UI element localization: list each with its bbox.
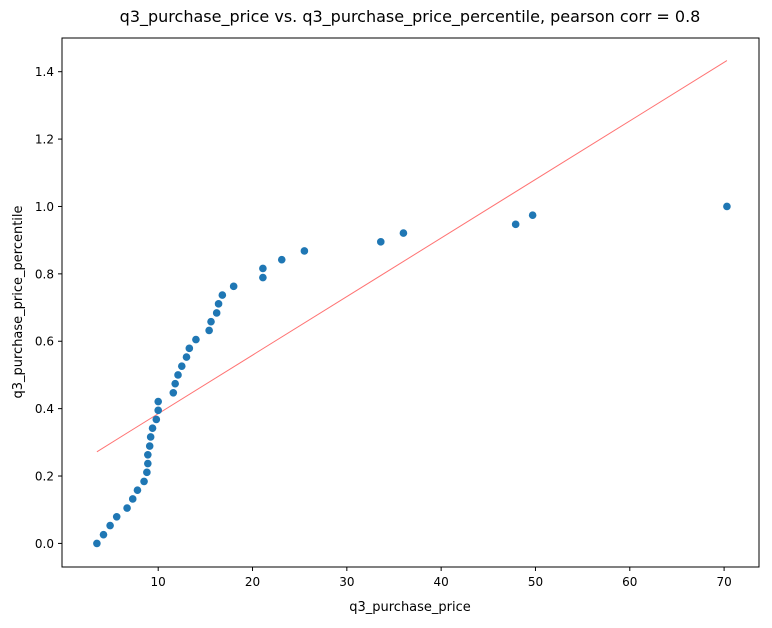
- data-point: [154, 406, 163, 415]
- data-point: [152, 415, 161, 424]
- x-tick-label: 30: [339, 575, 354, 589]
- data-point: [112, 512, 121, 521]
- data-point: [723, 202, 731, 211]
- data-point: [169, 389, 178, 397]
- y-tick-label: 0.4: [35, 402, 54, 416]
- data-point: [174, 371, 182, 379]
- data-point: [277, 255, 286, 264]
- data-point: [177, 362, 186, 370]
- y-axis-label: q3_purchase_price_percentile: [11, 205, 26, 398]
- data-point: [207, 317, 215, 326]
- x-axis: 10 20 30 40 50 60 70: [151, 567, 732, 589]
- plot-content: [93, 60, 731, 548]
- data-point: [511, 220, 520, 229]
- plot-area-frame: [61, 37, 760, 568]
- x-axis-label: q3_purchase_price: [349, 600, 471, 615]
- y-tick-label: 0.6: [35, 335, 54, 349]
- y-tick-label: 0.2: [35, 470, 54, 484]
- x-tick-label: 20: [245, 575, 260, 589]
- data-point: [205, 326, 213, 335]
- data-point: [145, 442, 154, 450]
- data-point: [148, 424, 157, 432]
- data-point: [259, 264, 267, 273]
- data-point: [171, 379, 179, 388]
- data-point: [300, 247, 309, 255]
- data-point: [146, 433, 155, 441]
- data-point: [376, 238, 385, 246]
- data-point: [123, 504, 131, 512]
- x-tick-label: 10: [151, 575, 166, 589]
- data-point: [214, 300, 223, 308]
- data-point: [144, 459, 152, 468]
- data-point: [192, 335, 200, 344]
- y-tick-label: 1.4: [35, 65, 54, 79]
- y-tick-label: 0.8: [35, 267, 54, 281]
- data-point: [182, 353, 191, 361]
- x-tick-label: 50: [528, 575, 543, 589]
- data-point: [528, 211, 537, 220]
- data-point: [154, 397, 163, 406]
- x-tick-label: 40: [434, 575, 449, 589]
- data-point: [133, 486, 142, 494]
- data-point: [399, 229, 408, 237]
- y-axis: 0.0 0.2 0.4 0.6 0.8 1.0 1.2 1.4: [35, 65, 62, 551]
- x-tick-label: 70: [716, 575, 731, 589]
- data-point: [229, 282, 238, 291]
- data-point: [218, 291, 227, 299]
- y-tick-label: 1.0: [35, 200, 54, 214]
- y-tick-label: 0.0: [35, 537, 54, 551]
- data-point: [93, 539, 101, 548]
- data-point: [140, 477, 148, 486]
- regression-line: [96, 60, 728, 453]
- data-point: [185, 344, 194, 353]
- data-point: [212, 309, 221, 317]
- data-point: [128, 495, 137, 503]
- data-point: [99, 530, 108, 539]
- data-point: [259, 273, 267, 282]
- y-tick-label: 1.2: [35, 133, 54, 147]
- data-point: [106, 521, 114, 530]
- data-point: [143, 468, 151, 477]
- data-point: [144, 450, 152, 459]
- chart-title: q3_purchase_price vs. q3_purchase_price_…: [120, 7, 701, 27]
- x-tick-label: 60: [622, 575, 637, 589]
